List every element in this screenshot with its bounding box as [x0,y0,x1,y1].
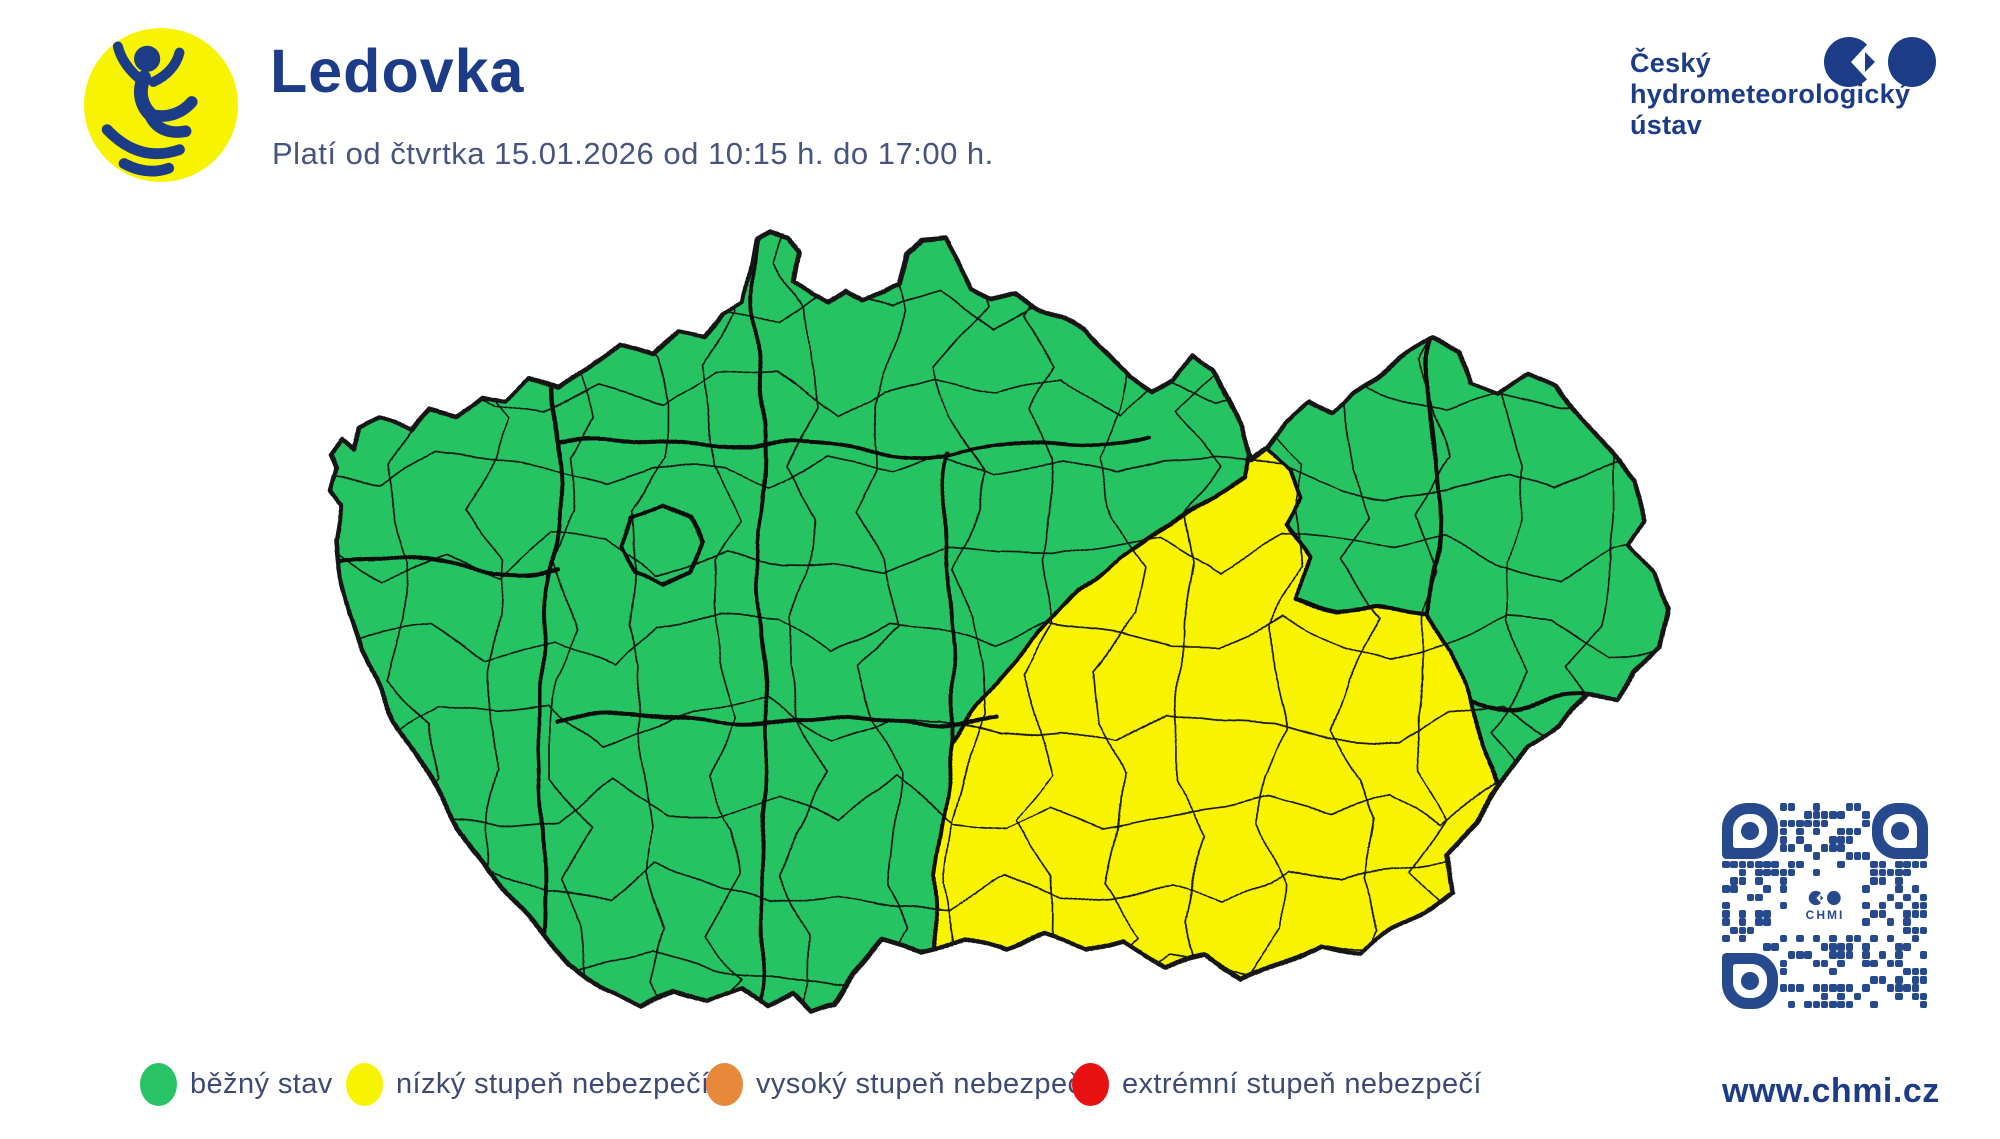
qr-finder-top-right-icon [1872,803,1928,859]
prague-district-border [620,503,702,587]
legend-item-low: nízký stupeň nebezpečí [346,1058,710,1110]
legend-item-extreme: extrémní stupeň nebezpečí [1072,1058,1482,1110]
validity-text: Platí od čtvrtka 15.01.2026 od 10:15 h. … [272,136,994,171]
qr-code: CHMI [1722,803,1928,1009]
legend-dot-high [706,1062,743,1106]
legend: běžný stav nízký stupeň nebezpečí vysoký… [0,1058,2000,1110]
chmi-logo-icon [1824,36,1936,88]
qr-center-label: CHMI [1805,908,1845,922]
ice-warning-badge [84,28,238,182]
institute-name: Český hydrometeorologický ústav [1630,48,1950,141]
page-title: Ledovka [270,37,525,105]
legend-dot-extreme [1072,1062,1109,1106]
legend-label-high: vysoký stupeň nebezpečí [756,1067,1091,1100]
legend-item-high: vysoký stupeň nebezpečí [706,1058,1091,1110]
institute-name-line2: hydrometeorologický [1630,79,1911,109]
legend-dot-low [346,1062,383,1106]
legend-label-extreme: extrémní stupeň nebezpečí [1122,1067,1482,1100]
slipping-person-icon [101,41,198,177]
legend-label-low: nízký stupeň nebezpečí [396,1067,710,1100]
institute-name-line1: Český [1630,48,1712,78]
region-borders [331,233,1587,1007]
institute-name-line3: ústav [1630,110,1703,140]
legend-dot-normal [140,1062,177,1106]
chmi-mini-logo-icon [1808,890,1841,906]
qr-center-logo: CHMI [1790,869,1860,943]
legend-label-normal: běžný stav [190,1067,333,1100]
website-link: www.chmi.cz [1722,1072,1940,1110]
qr-finder-top-left-icon [1722,803,1778,859]
legend-item-normal: běžný stav [140,1058,333,1110]
qr-finder-bottom-left-icon [1722,953,1778,1009]
